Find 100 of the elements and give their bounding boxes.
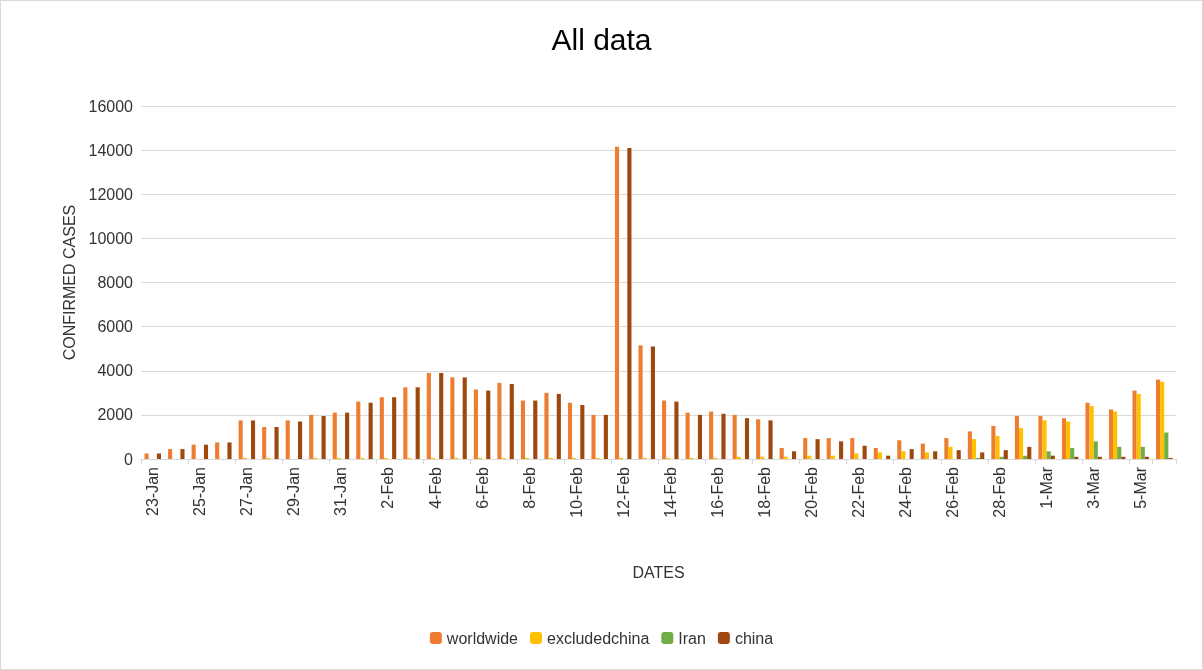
bar xyxy=(627,147,632,459)
chart-title: All data xyxy=(551,22,652,56)
y-tick-label: 6000 xyxy=(97,318,134,336)
bar xyxy=(815,439,820,459)
x-tick-label: 16-Feb xyxy=(708,466,726,518)
bar xyxy=(1093,441,1098,459)
bar xyxy=(1156,379,1161,459)
bar xyxy=(144,453,149,459)
bar xyxy=(803,438,808,459)
x-tick-label: 27-Jan xyxy=(238,467,256,516)
y-tick-label: 2000 xyxy=(97,406,134,424)
legend-label: china xyxy=(734,629,774,647)
bar xyxy=(685,412,690,459)
bar xyxy=(1042,420,1047,459)
bar xyxy=(497,382,502,459)
legend-label: Iran xyxy=(678,629,706,647)
bar xyxy=(345,412,350,459)
bar xyxy=(862,445,867,459)
y-tick-label: 16000 xyxy=(88,97,134,115)
bar xyxy=(603,414,608,459)
bar xyxy=(567,402,573,459)
x-tick-label: 26-Feb xyxy=(944,466,962,518)
bar xyxy=(877,452,882,459)
bar xyxy=(779,447,784,459)
bar xyxy=(674,401,679,459)
legend-label: worldwide xyxy=(445,629,519,647)
bar xyxy=(1160,381,1165,459)
y-tick-label: 14000 xyxy=(88,141,134,159)
x-tick-label: 23-Jan xyxy=(144,467,162,516)
bar xyxy=(944,438,949,459)
bar xyxy=(756,419,761,459)
bar xyxy=(920,443,925,459)
bar xyxy=(180,449,185,459)
y-tick-label: 0 xyxy=(124,450,134,468)
bar xyxy=(697,414,703,459)
bar xyxy=(1066,421,1071,459)
x-tick-label: 22-Feb xyxy=(849,466,867,518)
bar xyxy=(791,451,797,459)
bar xyxy=(215,442,220,459)
x-axis-title: DATES xyxy=(632,563,685,581)
bar xyxy=(191,444,196,459)
bar xyxy=(956,450,961,459)
y-tick-label: 4000 xyxy=(97,362,134,380)
bar xyxy=(227,442,232,459)
bar xyxy=(1003,450,1008,459)
bar xyxy=(1046,451,1051,459)
bar xyxy=(556,393,561,459)
bar xyxy=(995,435,1000,459)
bar xyxy=(591,414,596,459)
bar xyxy=(426,372,431,459)
bar xyxy=(1113,411,1118,459)
bar xyxy=(238,420,243,459)
x-tick-label: 1-Mar xyxy=(1038,466,1056,509)
bar xyxy=(392,397,397,459)
bar xyxy=(826,438,831,459)
bar xyxy=(356,401,361,459)
bar xyxy=(768,420,773,459)
bar xyxy=(924,452,930,459)
bar xyxy=(909,449,914,459)
x-tick-label: 31-Jan xyxy=(332,467,350,516)
x-tick-label: 5-Mar xyxy=(1132,466,1150,509)
y-tick-label: 12000 xyxy=(88,185,134,203)
y-tick-label: 8000 xyxy=(97,274,134,291)
bar xyxy=(1014,415,1019,459)
bar xyxy=(544,392,549,459)
bar xyxy=(203,444,209,459)
x-tick-label: 24-Feb xyxy=(896,466,914,518)
x-tick-label: 18-Feb xyxy=(755,466,773,518)
bar xyxy=(368,402,373,459)
bar xyxy=(462,377,467,459)
x-tick-label: 20-Feb xyxy=(802,466,820,518)
x-tick-label: 12-Feb xyxy=(614,466,632,518)
bar xyxy=(274,427,279,459)
bar xyxy=(732,414,737,459)
x-tick-label: 28-Feb xyxy=(991,466,1009,518)
bar xyxy=(1061,418,1067,459)
bar xyxy=(262,427,267,459)
bar xyxy=(721,413,726,459)
x-tick-label: 3-Mar xyxy=(1085,466,1103,509)
bar xyxy=(473,389,478,459)
bar xyxy=(650,346,655,459)
bar xyxy=(1038,415,1043,459)
bar xyxy=(1089,406,1094,459)
bar xyxy=(415,387,420,459)
bar xyxy=(403,387,408,459)
bar xyxy=(285,420,290,459)
bar xyxy=(450,377,455,459)
bar xyxy=(744,418,750,459)
bar xyxy=(298,421,303,459)
bar xyxy=(709,411,714,459)
bar xyxy=(379,397,384,459)
bar xyxy=(250,420,256,459)
bar xyxy=(991,425,996,459)
bar xyxy=(839,441,844,459)
bar xyxy=(1070,447,1075,459)
bar xyxy=(897,440,902,459)
bar xyxy=(948,446,953,459)
bar xyxy=(850,438,855,459)
bar xyxy=(509,383,514,459)
bar xyxy=(1018,428,1024,459)
